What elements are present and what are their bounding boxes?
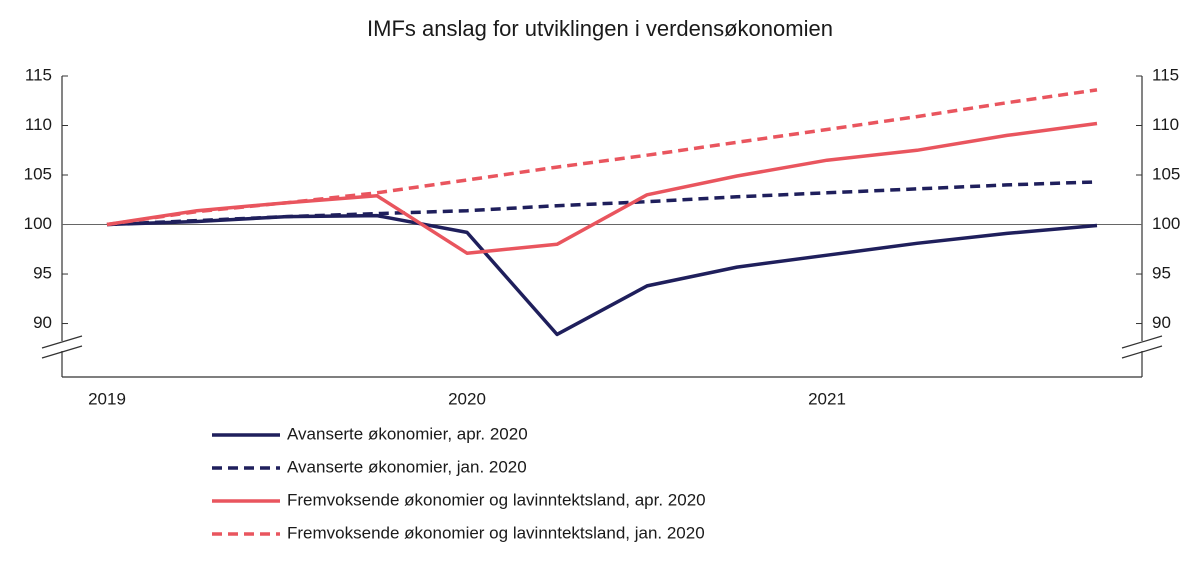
legend-label: Fremvoksende økonomier og lavinntektslan… <box>287 490 706 509</box>
series-line <box>106 88 1098 227</box>
x-tick-label: 2019 <box>88 389 126 408</box>
y-tick-label: 110 <box>25 115 52 134</box>
series-line <box>106 121 1098 255</box>
y-tick-label: 105 <box>24 164 52 183</box>
axis-break <box>40 335 1164 359</box>
y2-tick-label: 95 <box>1152 264 1171 283</box>
y-tick-label: 100 <box>24 214 52 233</box>
y2-tick-label: 100 <box>1152 214 1180 233</box>
y-tick-label: 90 <box>33 313 52 332</box>
series-line <box>106 180 1098 227</box>
y2-tick-label: 105 <box>1152 164 1180 183</box>
y2-tick-label: 115 <box>1152 65 1179 84</box>
legend-label: Avanserte økonomier, apr. 2020 <box>287 424 528 443</box>
x-tick-label: 2021 <box>808 389 846 408</box>
legend-label: Avanserte økonomier, jan. 2020 <box>287 457 527 476</box>
series-line <box>106 213 1098 337</box>
legend-label: Fremvoksende økonomier og lavinntektslan… <box>287 523 705 542</box>
y-tick-label: 115 <box>25 65 52 84</box>
y2-tick-label: 90 <box>1152 313 1171 332</box>
chart-title: IMFs anslag for utviklingen i verdensøko… <box>367 16 833 41</box>
y-tick-label: 95 <box>33 264 52 283</box>
y2-tick-label: 110 <box>1152 115 1179 134</box>
x-tick-label: 2020 <box>448 389 486 408</box>
